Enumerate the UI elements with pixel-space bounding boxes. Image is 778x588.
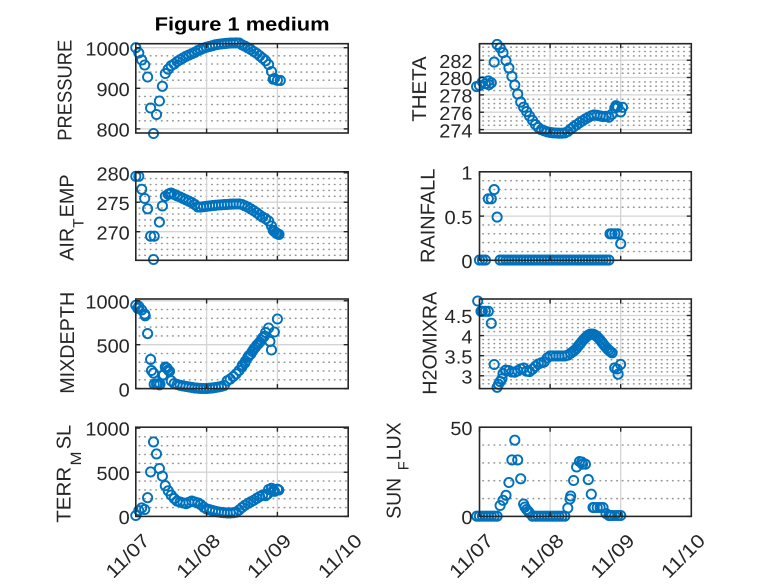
svg-text:EMP: EMP	[57, 174, 79, 217]
svg-text:0: 0	[461, 508, 472, 529]
svg-text:3: 3	[461, 368, 472, 389]
svg-text:500: 500	[97, 336, 130, 357]
svg-text:1000: 1000	[85, 420, 129, 441]
svg-text:H2OMIXRA: H2OMIXRA	[419, 291, 441, 395]
svg-text:500: 500	[97, 464, 130, 485]
svg-text:282: 282	[439, 52, 472, 73]
svg-text:M: M	[68, 452, 85, 466]
svg-text:0: 0	[119, 508, 130, 529]
svg-text:275: 275	[97, 194, 130, 215]
svg-text:AIR: AIR	[57, 228, 79, 261]
svg-text:1000: 1000	[85, 293, 129, 314]
svg-text:0: 0	[119, 380, 130, 401]
svg-text:278: 278	[439, 87, 472, 108]
svg-text:MIXDEPTH: MIXDEPTH	[57, 292, 79, 394]
svg-text:RAINFALL: RAINFALL	[417, 169, 439, 263]
svg-text:PRESSURE: PRESSURE	[55, 40, 77, 141]
svg-text:SUN: SUN	[384, 478, 406, 519]
svg-text:1: 1	[461, 164, 472, 185]
svg-text:274: 274	[439, 121, 473, 142]
svg-text:3.5: 3.5	[445, 347, 473, 368]
svg-text:1000: 1000	[85, 39, 129, 60]
svg-text:Figure 1 medium: Figure 1 medium	[155, 14, 330, 35]
svg-text:0.5: 0.5	[445, 208, 473, 229]
svg-text:50: 50	[450, 419, 472, 440]
svg-text:4: 4	[461, 327, 473, 348]
svg-text:F: F	[396, 461, 413, 470]
svg-text:280: 280	[439, 69, 472, 90]
svg-text:T: T	[70, 218, 87, 228]
svg-text:900: 900	[97, 80, 130, 101]
svg-text:276: 276	[439, 104, 472, 125]
svg-text:4.5: 4.5	[445, 307, 473, 328]
svg-text:SL: SL	[54, 425, 76, 450]
svg-text:LUX: LUX	[384, 422, 406, 460]
svg-text:280: 280	[97, 164, 130, 185]
svg-text:THETA: THETA	[409, 56, 431, 122]
svg-text:0: 0	[461, 252, 472, 273]
svg-text:800: 800	[97, 121, 130, 142]
svg-text:270: 270	[97, 223, 130, 244]
svg-text:TERR: TERR	[54, 467, 76, 523]
